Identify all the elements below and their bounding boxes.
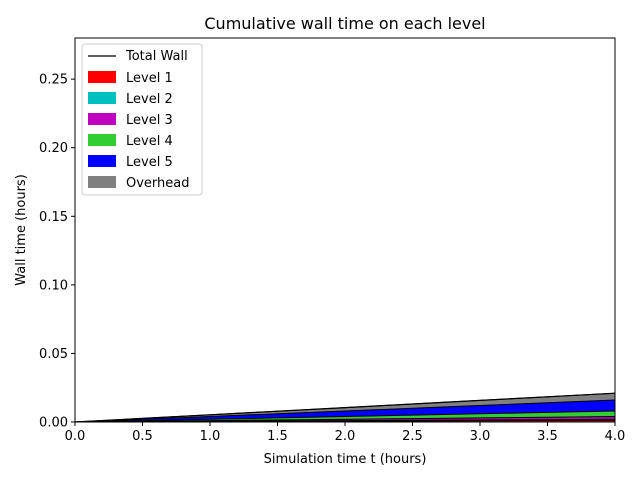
y-tick-label: 0.00 [39, 416, 68, 431]
x-axis-label: Simulation time t (hours) [264, 452, 427, 467]
x-tick-label: 2.5 [402, 429, 423, 444]
y-axis-label: Wall time (hours) [14, 174, 29, 286]
legend-swatch-level-4 [88, 134, 116, 146]
legend-label-level-1: Level 1 [126, 71, 173, 86]
x-tick-label: 1.5 [267, 429, 288, 444]
x-tick-label: 3.5 [537, 429, 558, 444]
x-tick-label: 0.5 [132, 429, 153, 444]
x-tick-label: 0.0 [65, 429, 86, 444]
legend-swatch-level-1 [88, 71, 116, 83]
y-tick-label: 0.10 [39, 278, 68, 293]
legend-swatch-level-5 [88, 155, 116, 167]
legend: Total Wall Level 1 Level 2 Level 3 Level… [81, 43, 203, 196]
x-tick-label: 3.0 [470, 429, 491, 444]
x-tick-label: 4.0 [605, 429, 626, 444]
boundary-lines [74, 392, 616, 423]
line-total-wall [74, 392, 616, 423]
legend-label-level-5: Level 5 [126, 155, 173, 170]
boundary-level-5 [74, 399, 616, 423]
legend-swatch-level-3 [88, 113, 116, 125]
y-tick-label: 0.05 [39, 347, 68, 362]
legend-label-level-4: Level 4 [126, 134, 173, 149]
legend-label-level-3: Level 3 [126, 113, 173, 128]
boundary-level-4 [74, 410, 616, 423]
legend-label-total-wall: Total Wall [125, 49, 188, 64]
y-tick-label: 0.25 [39, 73, 68, 88]
y-tick-label: 0.15 [39, 210, 68, 225]
x-tick-label: 2.0 [335, 429, 356, 444]
boundary-level-3 [74, 416, 616, 423]
y-tick-label: 0.20 [39, 141, 68, 156]
legend-swatch-level-2 [88, 92, 116, 104]
legend-swatch-overhead [88, 176, 116, 188]
x-tick-label: 1.0 [200, 429, 221, 444]
y-axis-ticks: 0.00 0.05 0.10 0.15 0.20 0.25 [39, 73, 75, 431]
chart-title: Cumulative wall time on each level [204, 14, 485, 33]
legend-label-level-2: Level 2 [126, 92, 173, 107]
legend-label-overhead: Overhead [126, 176, 190, 191]
x-axis-ticks: 0.0 0.5 1.0 1.5 2.0 2.5 3.0 3.5 4.0 [65, 422, 626, 444]
